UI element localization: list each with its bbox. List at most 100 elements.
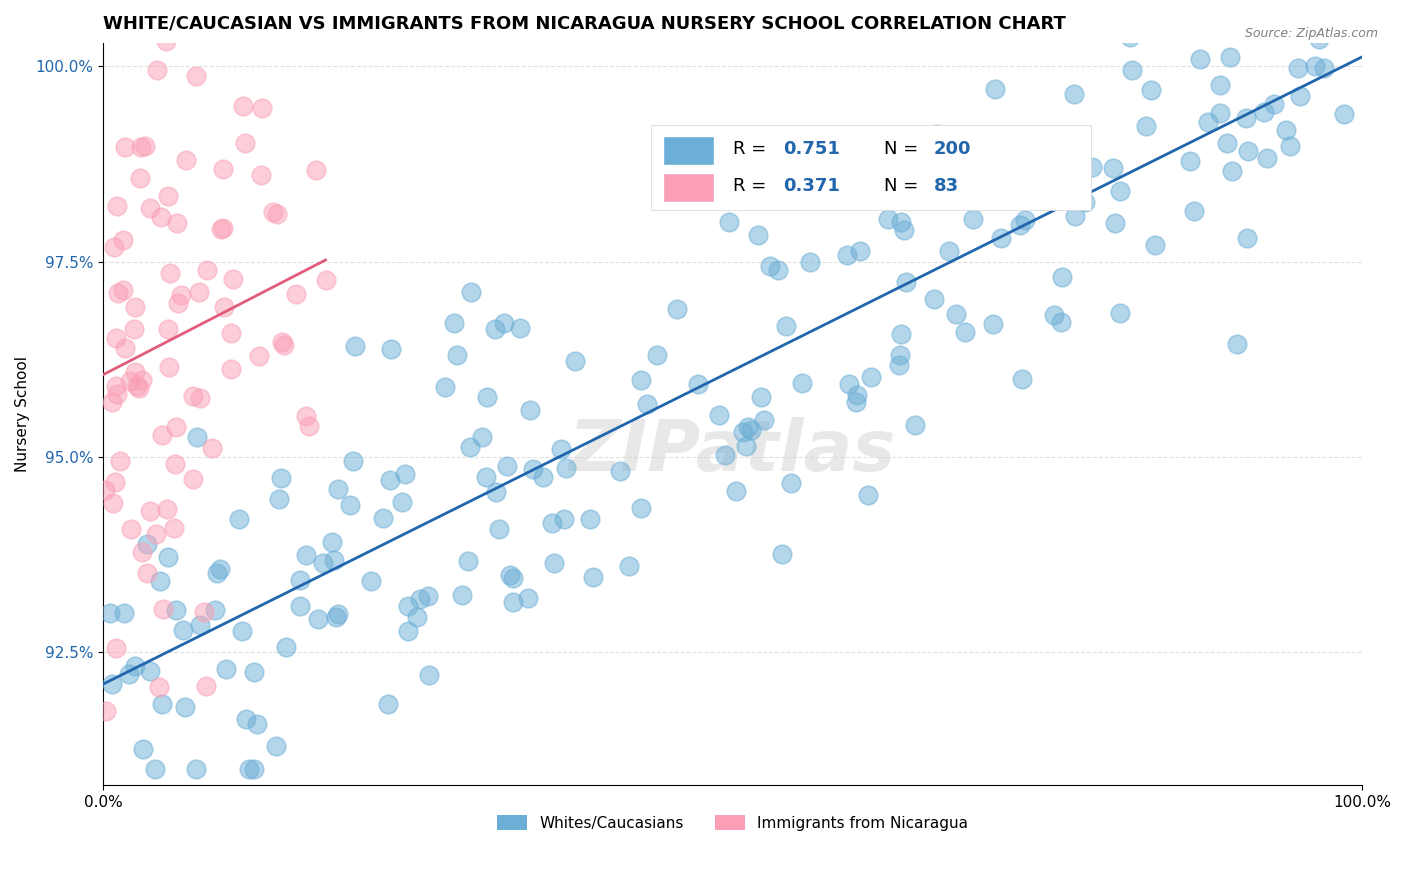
Point	[343, 339, 366, 353]
Point	[1014, 212, 1036, 227]
Point	[460, 285, 482, 299]
Point	[799, 255, 821, 269]
Point	[134, 139, 156, 153]
Point	[342, 454, 364, 468]
Point	[159, 266, 181, 280]
Point	[770, 547, 793, 561]
Point	[889, 347, 911, 361]
Point	[709, 409, 731, 423]
Point	[170, 288, 193, 302]
Point	[647, 348, 669, 362]
Point	[222, 272, 245, 286]
Point	[1064, 209, 1087, 223]
Point	[927, 128, 949, 142]
Point	[1216, 136, 1239, 150]
Point	[458, 441, 481, 455]
Point	[156, 321, 179, 335]
Point	[745, 186, 768, 201]
Point	[231, 624, 253, 638]
Point	[1289, 88, 1312, 103]
Point	[1178, 153, 1201, 168]
Point	[188, 618, 211, 632]
Point	[285, 287, 308, 301]
Point	[714, 448, 737, 462]
Point	[326, 482, 349, 496]
Point	[114, 140, 136, 154]
Text: ZIPatlas: ZIPatlas	[569, 417, 897, 485]
Point	[307, 612, 329, 626]
Point	[145, 63, 167, 78]
Text: R =: R =	[733, 140, 772, 158]
Point	[288, 574, 311, 588]
Point	[380, 342, 402, 356]
Point	[205, 566, 228, 580]
Point	[1108, 305, 1130, 319]
Point	[183, 472, 205, 486]
Point	[522, 462, 544, 476]
Point	[295, 409, 318, 423]
Point	[371, 511, 394, 525]
Point	[167, 295, 190, 310]
Y-axis label: Nursery School: Nursery School	[15, 356, 30, 472]
Text: N =: N =	[884, 178, 924, 195]
Point	[418, 668, 440, 682]
Point	[450, 588, 472, 602]
Point	[894, 275, 917, 289]
Point	[1118, 30, 1140, 45]
Point	[492, 316, 515, 330]
Point	[93, 483, 115, 497]
Point	[1143, 237, 1166, 252]
Point	[1271, 22, 1294, 37]
Point	[312, 556, 335, 570]
Point	[186, 763, 208, 777]
Point	[890, 326, 912, 341]
Point	[484, 322, 506, 336]
Point	[104, 331, 127, 345]
Point	[1237, 144, 1260, 158]
Point	[111, 283, 134, 297]
Point	[485, 484, 508, 499]
Point	[1011, 372, 1033, 386]
Point	[718, 215, 741, 229]
Point	[150, 427, 173, 442]
Point	[103, 240, 125, 254]
Point	[502, 595, 524, 609]
Point	[780, 476, 803, 491]
Point	[112, 606, 135, 620]
Point	[174, 153, 197, 168]
Point	[1279, 139, 1302, 153]
Point	[1209, 78, 1232, 92]
Point	[112, 233, 135, 247]
Point	[150, 697, 173, 711]
Point	[609, 464, 631, 478]
Point	[889, 359, 911, 373]
Legend: Whites/Caucasians, Immigrants from Nicaragua: Whites/Caucasians, Immigrants from Nicar…	[491, 809, 974, 837]
Point	[581, 570, 603, 584]
Point	[339, 499, 361, 513]
Point	[271, 334, 294, 349]
Point	[186, 429, 208, 443]
Text: 200: 200	[934, 140, 972, 158]
Point	[204, 603, 226, 617]
Point	[174, 700, 197, 714]
Point	[446, 348, 468, 362]
Point	[195, 263, 218, 277]
Point	[209, 222, 232, 236]
Point	[149, 210, 172, 224]
Point	[188, 391, 211, 405]
Point	[990, 231, 1012, 245]
Point	[1109, 184, 1132, 198]
Point	[360, 574, 382, 588]
Point	[104, 21, 127, 35]
Point	[862, 150, 884, 164]
Point	[849, 244, 872, 259]
Point	[104, 475, 127, 489]
Point	[221, 362, 243, 376]
Point	[118, 666, 141, 681]
Text: Source: ZipAtlas.com: Source: ZipAtlas.com	[1244, 27, 1378, 40]
Point	[104, 378, 127, 392]
Point	[195, 679, 218, 693]
Point	[228, 512, 250, 526]
Point	[845, 395, 868, 409]
Point	[166, 216, 188, 230]
